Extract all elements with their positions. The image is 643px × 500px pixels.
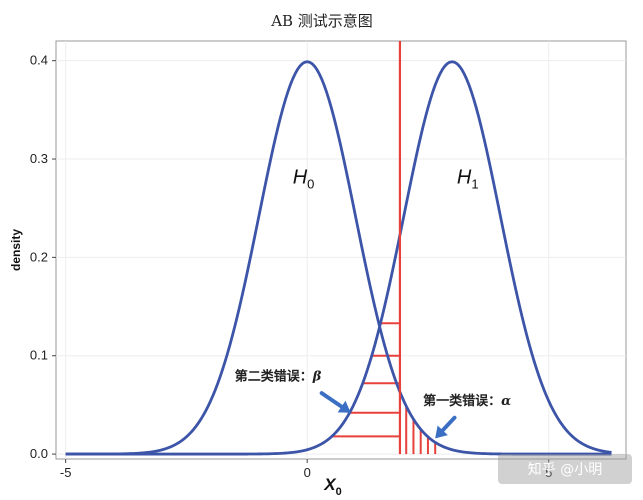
y-tick-label: 0.0 [30, 446, 48, 461]
y-tick-label: 0.1 [30, 348, 48, 363]
curve-label-sub: 0 [307, 177, 314, 192]
density-curves [65, 60, 612, 456]
x-axis-label: X0 [323, 475, 341, 498]
y-tick-label: 0.3 [30, 151, 48, 166]
curve-label-sub: 1 [471, 177, 478, 192]
x-tick-label: -5 [60, 465, 72, 480]
annotation-arrow-head [435, 425, 448, 439]
chart-title: AB 测试示意图 [270, 12, 373, 30]
annotation-symbol: β [312, 369, 322, 384]
annotation-text: 第二类错误： [235, 368, 313, 384]
curve-label-0: H0 [293, 167, 315, 192]
y-axis-ticks: 0.0 0.1 0.2 0.3 0.4 [30, 53, 56, 461]
x-axis-ticks: -5 0 5 [60, 459, 552, 480]
curve-label-1: H1 [457, 167, 479, 192]
density-curve-0 [65, 60, 612, 456]
curve-label-main: H [457, 167, 472, 189]
error-annotations: 第二类错误：β 第一类错误：α [235, 368, 511, 439]
annotation-symbol: α [501, 394, 511, 409]
y-tick-label: 0.2 [30, 249, 48, 264]
y-axis-label: density [9, 229, 23, 271]
error-hatching [331, 322, 437, 455]
annotation-arrow-shaft [319, 391, 344, 409]
x-axis-label-main: X [323, 475, 337, 494]
watermark-backdrop [498, 454, 632, 484]
x-tick-label: 5 [545, 465, 552, 480]
plot-panel [55, 40, 627, 460]
annotation-arrow-shaft [440, 415, 457, 433]
annotation-arrow-head [337, 400, 351, 413]
x-tick-label: 0 [304, 465, 311, 480]
y-tick-label: 0.4 [30, 53, 48, 68]
annotation-label-1: 第一类错误：α [423, 393, 511, 409]
annotation-text: 第一类错误： [423, 393, 501, 409]
annotation-label-0: 第二类错误：β [235, 368, 322, 384]
curve-label-main: H [293, 167, 308, 189]
x-axis-label-sub: 0 [336, 486, 342, 498]
density-curve-1 [65, 60, 612, 456]
watermark: 知乎 @小明 [528, 461, 602, 478]
curve-labels: H0 H1 [293, 167, 479, 192]
